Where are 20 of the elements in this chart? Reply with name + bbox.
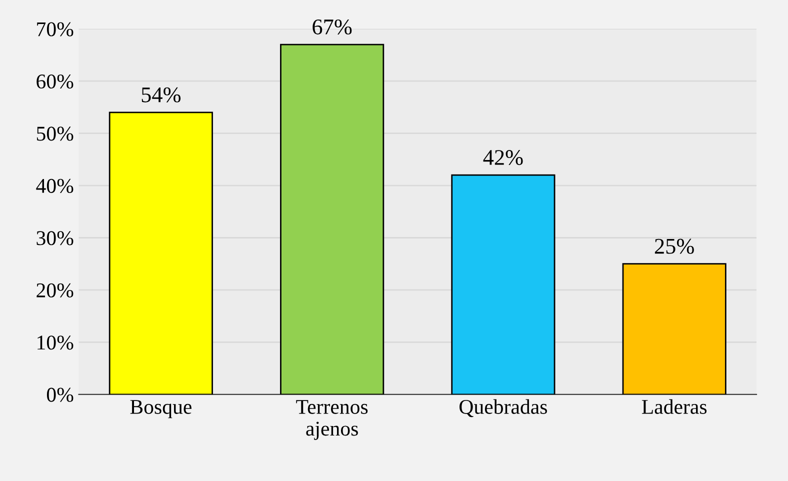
y-tick-label: 40%: [36, 178, 74, 194]
y-tick-label: 60%: [36, 74, 74, 89]
x-tick-label: Terrenos ajenos: [296, 400, 368, 440]
y-tick-label: 10%: [38, 336, 74, 350]
data-label: 42%: [483, 150, 523, 166]
y-tick-label: 70%: [37, 22, 74, 36]
bar: [280, 44, 384, 394]
x-tick-label: Bosque: [130, 400, 192, 418]
y-tick-label: 0%: [46, 388, 74, 402]
y-tick-label: 20%: [36, 283, 74, 298]
x-tick-label: Quebradas: [460, 399, 547, 418]
bar: [451, 174, 556, 394]
bar: [622, 263, 726, 394]
bar: [108, 112, 213, 394]
y-tick-label: 50%: [36, 126, 74, 141]
data-label: 54%: [142, 87, 181, 102]
data-label: 25%: [654, 238, 694, 254]
data-label: 67%: [312, 19, 352, 35]
x-tick-label: Laderas: [642, 399, 707, 414]
y-tick-label: 30%: [36, 231, 74, 246]
